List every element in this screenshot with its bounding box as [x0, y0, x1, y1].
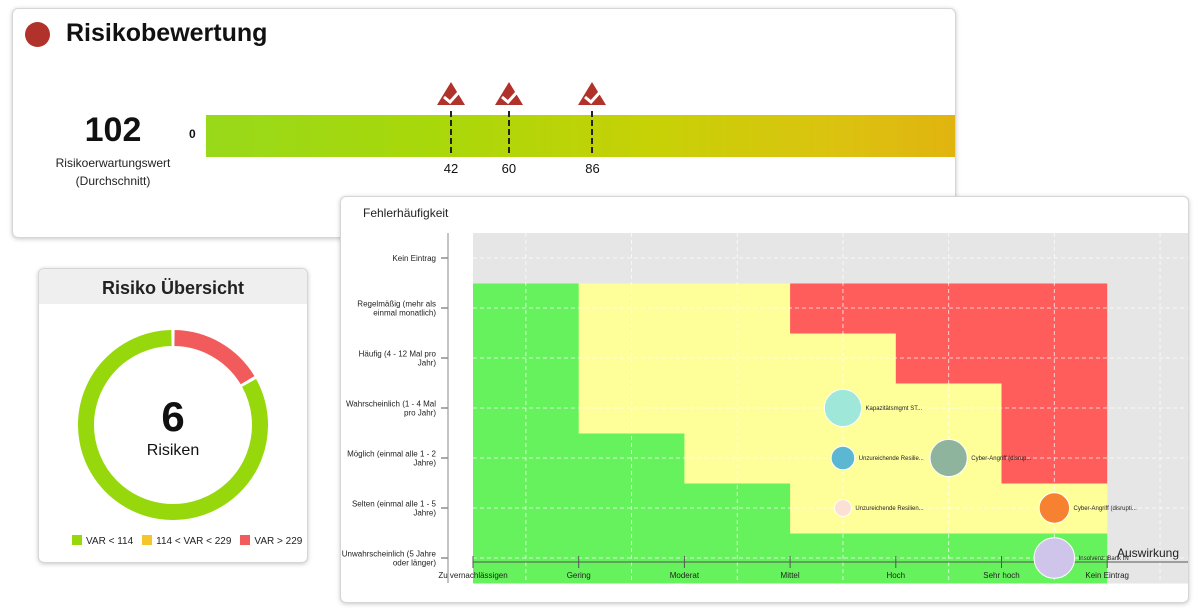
- marker-warning-icon: [494, 82, 523, 105]
- y-tick-label: Unwahrscheinlich (5 Jahre: [342, 550, 437, 559]
- marker-check: [584, 90, 602, 105]
- marker-triangle: [437, 82, 466, 105]
- y-tick-label: Regelmäßig (mehr als: [357, 300, 436, 309]
- marker-value-label: 42: [443, 161, 459, 176]
- risk-score-label-line2: (Durchschnitt): [75, 174, 151, 188]
- scale-start-label: 0: [189, 127, 196, 141]
- risk-overview-card: Risiko Übersicht 6 Risiken VAR < 114 114 …: [38, 268, 308, 563]
- y-tick-label: einmal monatlich): [373, 309, 436, 318]
- x-tick-label: Hoch: [886, 571, 905, 580]
- score-marker: 42: [431, 79, 471, 189]
- risk-score-label-line1: Risikoerwartungswert: [55, 156, 171, 170]
- y-tick-label: Häufig (4 - 12 Mal pro: [359, 350, 437, 359]
- risk-score-value: 102: [84, 111, 142, 149]
- marker-tick: [507, 111, 510, 153]
- score-marker: 86: [572, 79, 612, 189]
- risk-bubble[interactable]: [834, 499, 852, 517]
- x-tick-label: Zu vernachlässigen: [438, 571, 507, 580]
- y-tick-label: Wahrscheinlich (1 - 4 Mal: [346, 400, 436, 409]
- x-axis-title: Auswirkung: [1117, 546, 1179, 560]
- risk-bubble-label: Unzureichende Resilien...: [855, 506, 924, 512]
- legend-swatch: [240, 535, 251, 545]
- legend-label: 114 < VAR < 229: [156, 536, 232, 547]
- risk-count: 6: [161, 393, 185, 440]
- x-tick-label: Mittel: [781, 571, 800, 580]
- risk-score-title: Risikobewertung: [66, 19, 268, 47]
- donut-segment: [78, 330, 268, 520]
- y-tick-label: Selten (einmal alle 1 - 5: [352, 500, 437, 509]
- legend-swatch: [142, 535, 153, 545]
- marker-value-label: 86: [585, 161, 600, 176]
- risk-matrix-chart: Fehlerhäufigkeit Unwahrscheinlich (5 Jahr…: [342, 206, 1188, 584]
- y-tick-label: Jahre): [413, 459, 436, 468]
- x-tick-label: Moderat: [670, 571, 700, 580]
- legend-label: VAR < 114: [86, 536, 134, 547]
- marker-check: [443, 90, 461, 105]
- y-axis-title: Fehlerhäufigkeit: [363, 206, 449, 220]
- y-tick-label: oder länger): [393, 559, 436, 568]
- y-tick-label: Jahre): [413, 509, 436, 518]
- donut-segment: [174, 330, 255, 385]
- risk-score-label: Risikoerwartungswert (Durchschnitt): [33, 154, 193, 190]
- status-indicator-icon: [25, 22, 50, 47]
- risk-count-label: Risiken: [146, 442, 200, 459]
- risk-bubble-label: Cyber-Angriff (disrupti...: [1074, 506, 1138, 512]
- marker-value-label: 60: [501, 161, 517, 176]
- marker-tick: [450, 111, 453, 153]
- score-marker: 60: [489, 79, 529, 189]
- risk-bubble[interactable]: [823, 388, 863, 428]
- marker-warning-icon: [578, 82, 607, 105]
- legend-item: 114 < VAR < 229: [142, 535, 231, 547]
- x-tick-label: Sehr hoch: [983, 571, 1019, 580]
- y-tick-label: Jahr): [418, 359, 437, 368]
- risk-bubble[interactable]: [1033, 537, 1076, 579]
- legend-swatch: [72, 535, 82, 545]
- y-tick-label: pro Jahr): [404, 409, 436, 418]
- legend-label: VAR > 229: [254, 536, 303, 547]
- marker-check: [500, 90, 519, 105]
- risk-bubble-label: Cyber-Angriff (disrup...: [971, 456, 1032, 462]
- x-tick-label: Gering: [567, 571, 591, 580]
- risk-gradient-bar: [206, 115, 955, 157]
- risk-bubble-label: Kapazitätsmgmt ST...: [866, 406, 923, 412]
- marker-triangle: [494, 82, 523, 105]
- legend-item: VAR > 229: [240, 535, 302, 547]
- risk-bubble[interactable]: [929, 438, 968, 478]
- y-tick-label: Möglich (einmal alle 1 - 2: [347, 450, 436, 459]
- marker-triangle: [578, 82, 607, 105]
- donut-legend: VAR < 114 114 < VAR < 229 VAR > 229: [72, 535, 302, 547]
- marker-warning-icon: [437, 82, 466, 105]
- overview-title: Risiko Übersicht: [39, 269, 307, 304]
- x-tick-label: Kein Eintrag: [1085, 571, 1129, 580]
- risk-bubble[interactable]: [1038, 492, 1071, 524]
- marker-tick: [591, 111, 594, 153]
- y-tick-label: Kein Eintrag: [392, 254, 436, 263]
- risk-bubble-label: Insolvenz: Bank IN: [1079, 556, 1129, 562]
- risk-donut-chart: [78, 330, 268, 520]
- risk-bubble[interactable]: [830, 445, 856, 471]
- legend-item: VAR < 114: [72, 535, 133, 547]
- risk-matrix-card: Fehlerhäufigkeit Unwahrscheinlich (5 Jahr…: [340, 196, 1189, 603]
- risk-bubble-label: Unzureichende Resilie...: [859, 456, 924, 462]
